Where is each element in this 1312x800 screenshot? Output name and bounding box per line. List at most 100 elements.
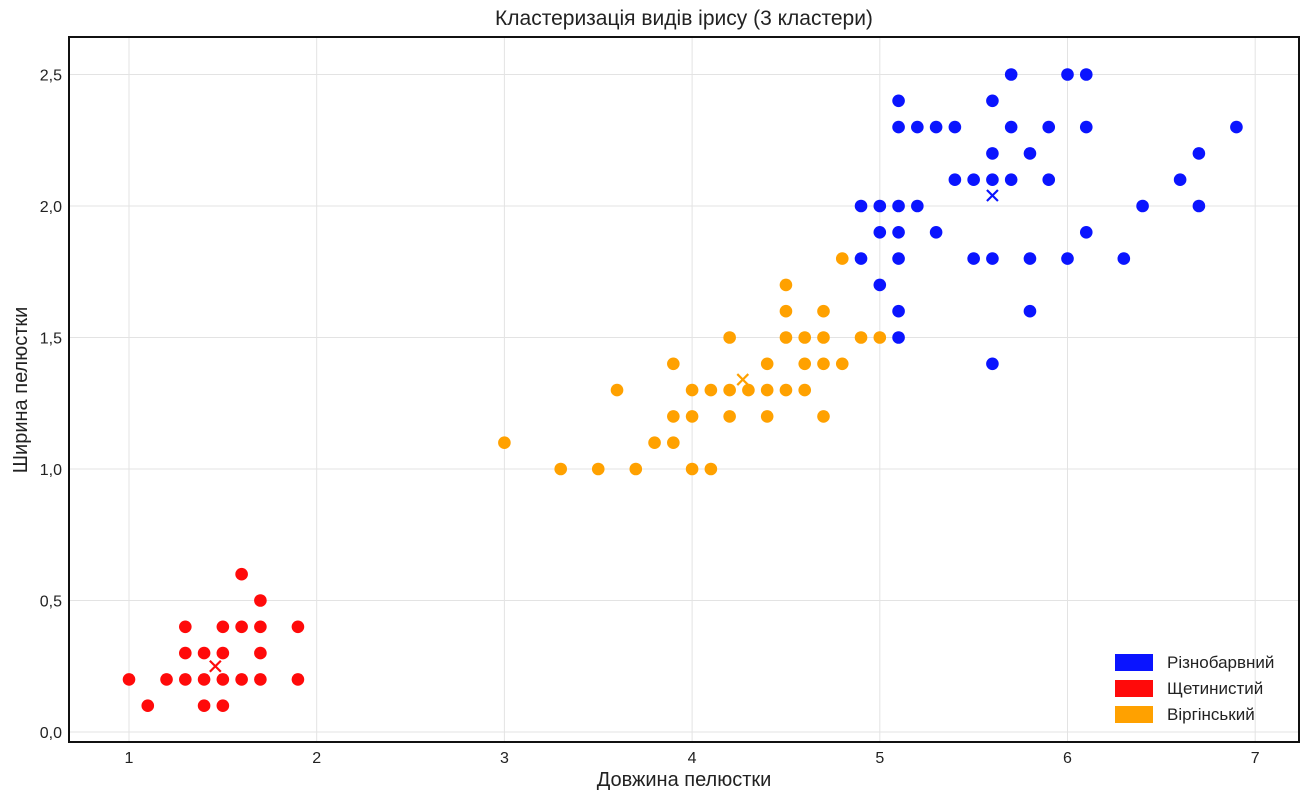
data-point xyxy=(1136,199,1149,213)
data-point xyxy=(685,462,699,476)
x-tick-label: 5 xyxy=(875,750,884,767)
data-point xyxy=(1061,252,1074,265)
data-point xyxy=(854,199,868,213)
data-point xyxy=(629,462,643,476)
y-tick-label: 1,5 xyxy=(40,331,62,348)
data-point xyxy=(986,147,999,160)
data-point xyxy=(967,252,980,265)
legend-label: Щетинистий xyxy=(1167,679,1263,698)
data-point xyxy=(1079,226,1093,239)
data-point xyxy=(610,383,624,397)
data-point xyxy=(723,410,736,423)
y-axis-title: Ширина пелюстки xyxy=(10,307,32,474)
data-point xyxy=(216,646,230,660)
data-point xyxy=(892,331,905,344)
data-point xyxy=(704,383,718,397)
data-point xyxy=(911,120,924,134)
data-point xyxy=(254,673,267,686)
data-point xyxy=(1061,68,1074,81)
data-point xyxy=(817,357,830,371)
data-point xyxy=(179,620,192,634)
legend-label: Різнобарвний xyxy=(1167,653,1274,672)
data-point xyxy=(197,699,211,712)
data-point xyxy=(554,462,568,476)
data-point xyxy=(986,173,999,186)
y-tick-label: 2,5 xyxy=(40,68,62,85)
data-point xyxy=(948,120,962,134)
data-point xyxy=(667,410,680,423)
data-point xyxy=(667,357,680,371)
data-point xyxy=(254,620,267,634)
data-point xyxy=(648,436,661,450)
data-point xyxy=(1192,199,1206,213)
y-tick-label: 0,5 xyxy=(40,594,62,611)
y-tick-label: 2,0 xyxy=(40,199,62,216)
data-point xyxy=(1230,120,1243,134)
data-point xyxy=(760,357,774,371)
data-point xyxy=(817,304,830,318)
data-point xyxy=(986,252,999,265)
data-point xyxy=(892,94,905,108)
data-point xyxy=(779,383,793,397)
data-point xyxy=(929,120,943,134)
data-point xyxy=(835,252,849,265)
series-points xyxy=(122,567,305,712)
data-point xyxy=(854,252,868,265)
data-point xyxy=(1042,120,1056,134)
data-point xyxy=(291,673,305,686)
data-point xyxy=(498,436,511,450)
legend-item: Щетинистий xyxy=(1115,679,1263,698)
data-point xyxy=(1192,147,1206,160)
data-point xyxy=(873,331,887,344)
legend-swatch xyxy=(1115,680,1153,697)
series-points xyxy=(854,68,1243,371)
data-point xyxy=(591,462,605,476)
data-point xyxy=(1117,252,1131,265)
data-point xyxy=(216,699,230,712)
data-point xyxy=(911,199,924,213)
data-point xyxy=(817,331,830,344)
centroid-marker xyxy=(209,659,222,673)
data-point xyxy=(854,331,868,344)
data-points xyxy=(122,68,1243,712)
data-point xyxy=(704,462,718,476)
data-point xyxy=(798,331,812,344)
data-point xyxy=(948,173,962,186)
data-point xyxy=(1004,173,1018,186)
data-point xyxy=(986,357,999,371)
legend-swatch xyxy=(1115,654,1153,671)
data-point xyxy=(892,304,905,318)
data-point xyxy=(1079,120,1093,134)
data-point xyxy=(1023,304,1037,318)
data-point xyxy=(1023,252,1037,265)
data-point xyxy=(1173,173,1187,186)
x-tick-label: 6 xyxy=(1063,750,1072,767)
data-point xyxy=(892,226,905,239)
data-point xyxy=(197,646,211,660)
x-tick-label: 4 xyxy=(688,750,697,767)
x-tick-label: 2 xyxy=(312,750,321,767)
chart-title: Кластеризація видів ірису (3 кластери) xyxy=(495,7,873,30)
centroid-marker xyxy=(736,373,750,386)
data-point xyxy=(779,278,793,292)
data-point xyxy=(122,673,136,686)
legend-swatch xyxy=(1115,706,1153,723)
data-point xyxy=(986,94,999,108)
legend: Різнобарвний Щетинистий Віргінський xyxy=(1115,653,1274,724)
data-point xyxy=(779,331,793,344)
x-tick-label: 1 xyxy=(125,750,134,767)
grid xyxy=(69,37,1299,742)
legend-item: Різнобарвний xyxy=(1115,653,1274,672)
data-point xyxy=(779,304,793,318)
data-point xyxy=(723,383,736,397)
data-point xyxy=(291,620,305,634)
data-point xyxy=(685,383,699,397)
data-point xyxy=(235,567,248,581)
data-point xyxy=(179,646,192,660)
data-point xyxy=(742,383,755,397)
y-axis-ticks: 0,0 0,5 1,0 1,5 2,0 2,5 xyxy=(40,68,62,743)
data-point xyxy=(1079,68,1093,81)
x-axis-title: Довжина пелюстки xyxy=(597,769,772,791)
data-point xyxy=(798,357,812,371)
